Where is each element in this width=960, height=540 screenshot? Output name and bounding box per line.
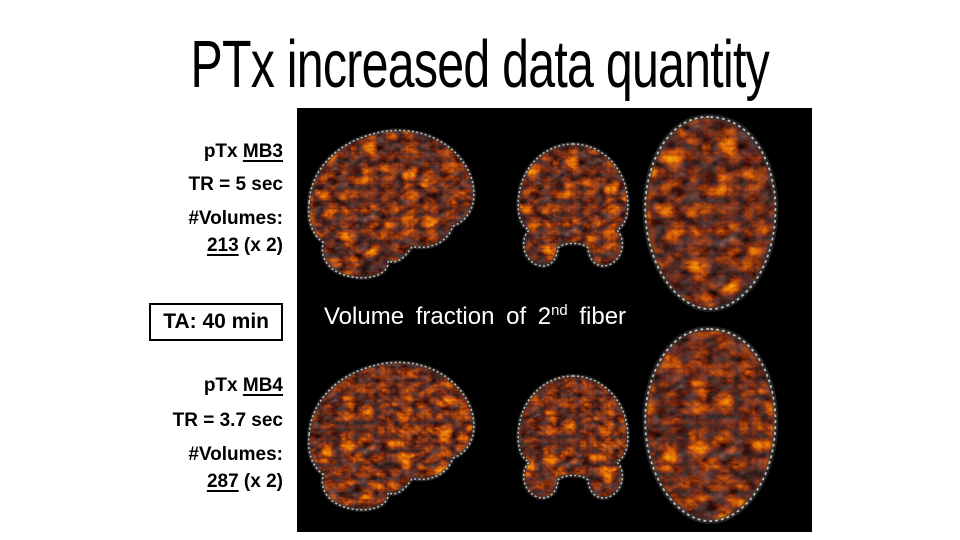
mb3-tr-label: TR = 5 sec — [188, 174, 283, 195]
brain-image-mb3-axial — [629, 110, 793, 316]
mb4-prefix: pTx — [203, 375, 238, 396]
brain-image-mb3-sagittal — [299, 120, 481, 284]
title-row: PTx increased data quantity — [0, 31, 960, 98]
ta-box: TA: 40 min — [149, 303, 283, 341]
mb4-name: MB4 — [242, 375, 283, 396]
mb3-volumes-suffix: (x 2) — [243, 235, 283, 256]
mb4-volumes-suffix: (x 2) — [243, 471, 283, 492]
mb3-prefix: pTx — [203, 141, 238, 162]
caption-post: fiber — [567, 303, 627, 330]
mb4-tr-label: TR = 3.7 sec — [172, 410, 283, 431]
brain-image-mb4-sagittal — [299, 352, 481, 516]
mb4-volumes-count: 287 — [206, 471, 239, 492]
mb3-volumes-value: 213 (x 2) — [207, 235, 283, 257]
brain-image-mb3-coronal — [516, 142, 630, 269]
brain-image-mb4-axial — [629, 322, 793, 528]
brain-image-mb4-coronal — [516, 374, 630, 501]
mb3-volumes-label: #Volumes: — [188, 208, 283, 229]
mb3-sequence-label: pTx MB3 — [204, 141, 283, 163]
caption-superscript: nd — [551, 303, 568, 319]
caption-pre: Volume fraction of 2 — [324, 303, 552, 330]
mb4-volumes-value: 287 (x 2) — [207, 471, 283, 493]
brain-image-panel: Volume fraction of 2nd fiber — [297, 108, 812, 532]
mb4-volumes-label: #Volumes: — [188, 444, 283, 465]
mb4-sequence-label: pTx MB4 — [204, 375, 283, 397]
page-title: PTx increased data quantity — [190, 27, 770, 102]
mb3-volumes-count: 213 — [206, 235, 239, 256]
panel-caption: Volume fraction of 2nd fiber — [324, 303, 626, 331]
mb3-name: MB3 — [242, 141, 283, 162]
